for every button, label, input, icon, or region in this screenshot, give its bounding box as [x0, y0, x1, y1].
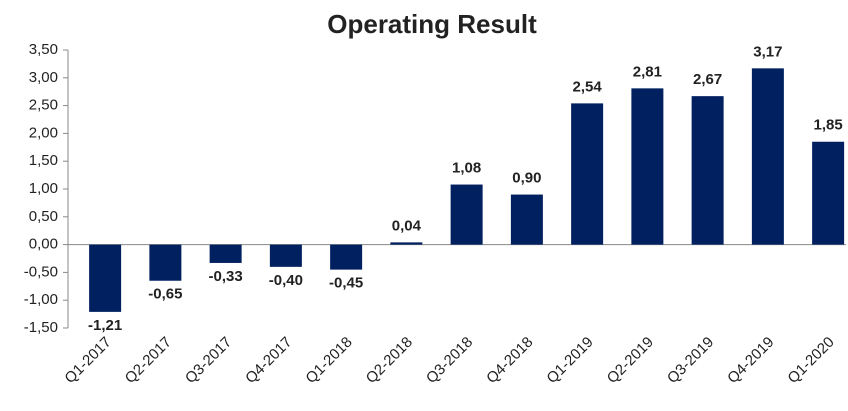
chart-title: Operating Result: [327, 9, 537, 39]
y-tick-label: 0,00: [29, 236, 58, 253]
x-tick-label: Q3-2018: [423, 334, 476, 387]
y-tick-label: 3,50: [29, 41, 58, 58]
value-label: 0,90: [512, 170, 541, 187]
y-tick-label: 3,00: [29, 69, 58, 86]
y-tick-label: 2,50: [29, 97, 58, 114]
bar: [450, 184, 483, 245]
value-label: 2,54: [573, 78, 603, 95]
y-tick-label: -0,50: [24, 263, 58, 280]
value-label: 2,81: [633, 63, 662, 80]
x-tick-label: Q4-2019: [724, 334, 777, 387]
value-label: -0,65: [148, 286, 182, 303]
x-tick-label: Q4-2017: [242, 334, 295, 387]
y-tick-label: 0,50: [29, 208, 58, 225]
bar: [269, 244, 302, 267]
bar: [89, 244, 122, 312]
y-tick-label: -1,50: [24, 319, 58, 336]
bar: [631, 88, 664, 245]
y-tick-label: 1,00: [29, 180, 58, 197]
x-tick-label: Q3-2019: [664, 334, 717, 387]
bar: [510, 194, 543, 245]
value-label: 1,08: [452, 160, 481, 177]
value-label: -0,33: [209, 268, 243, 285]
bar: [751, 68, 784, 245]
value-label: -0,45: [329, 275, 363, 292]
bar: [209, 244, 242, 263]
value-label: 1,85: [814, 117, 843, 134]
bar: [812, 141, 845, 245]
y-tick-label: 1,50: [29, 152, 58, 169]
value-label: 2,67: [693, 71, 722, 88]
x-tick-label: Q2-2018: [363, 334, 416, 387]
x-tick-label: Q1-2019: [543, 334, 596, 387]
bar: [691, 96, 724, 245]
x-tick-label: Q2-2017: [122, 334, 175, 387]
value-label: -1,21: [88, 317, 122, 334]
x-tick-label: Q3-2017: [182, 334, 235, 387]
bar: [390, 242, 423, 245]
x-tick-label: Q1-2020: [784, 334, 837, 387]
value-label: 3,17: [753, 43, 782, 60]
y-tick-label: 2,00: [29, 124, 58, 141]
bar: [330, 244, 363, 270]
x-tick-label: Q1-2017: [61, 334, 114, 387]
x-tick-label: Q4-2018: [483, 334, 536, 387]
bar: [149, 244, 182, 281]
y-tick-label: -1,00: [24, 291, 58, 308]
x-tick-label: Q1-2018: [302, 334, 355, 387]
value-label: -0,40: [269, 272, 303, 289]
x-tick-label: Q2-2019: [604, 334, 657, 387]
bar: [571, 103, 604, 245]
value-label: 0,04: [392, 217, 422, 234]
